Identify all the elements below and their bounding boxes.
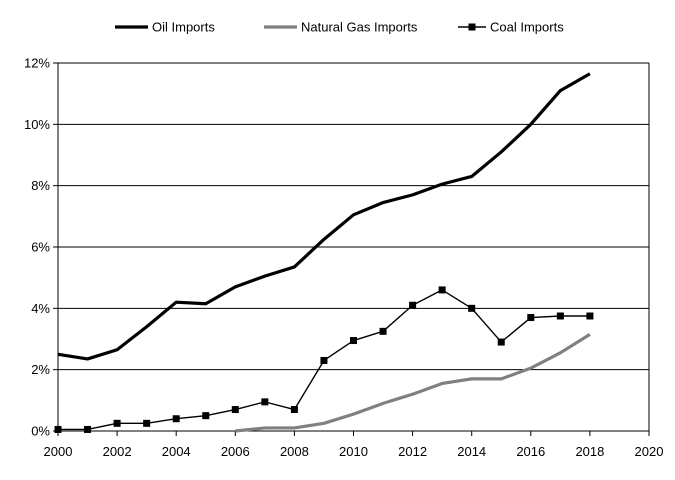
data-point-coal-imports-2011: [379, 327, 387, 335]
x-axis: 2000 2002 2004 2006 2008 2010 2012 2014 2016 2018…: [44, 431, 664, 459]
legend-item-coal-imports: Coal Imports: [458, 20, 564, 35]
data-point-coal-imports-2016: [527, 314, 535, 322]
gridlines: [58, 62, 649, 371]
legend-item-oil-imports: Oil Imports: [115, 20, 215, 35]
x-tick-label-2018: 2018: [575, 444, 604, 459]
data-point-coal-imports-2017: [556, 312, 564, 320]
legend-label-natural-gas-imports: Natural Gas Imports: [301, 20, 418, 35]
data-point-coal-imports-2006: [231, 406, 239, 414]
data-point-coal-imports-2004: [172, 415, 180, 423]
x-tick-label-2014: 2014: [457, 444, 486, 459]
data-point-coal-imports-2007: [261, 398, 269, 406]
data-point-coal-imports-2000: [54, 425, 62, 433]
y-tick-label-4: 4%: [31, 301, 50, 316]
y-axis: 0% 2% 4% 6% 8% 10% 12%: [24, 56, 58, 439]
legend: Oil Imports Natural Gas Imports Coal Impor…: [115, 20, 564, 35]
series-layer: [54, 72, 594, 433]
data-point-coal-imports-2005: [202, 412, 210, 420]
y-tick-label-2: 2%: [31, 362, 50, 377]
series-natural-gas-imports: [235, 333, 591, 433]
x-tick-label-2012: 2012: [398, 444, 427, 459]
y-tick-label-8: 8%: [31, 178, 50, 193]
x-tick-label-2006: 2006: [221, 444, 250, 459]
series-coal-imports: [54, 286, 594, 433]
x-tick-label-2004: 2004: [162, 444, 191, 459]
series-oil-imports: [57, 72, 591, 361]
data-point-coal-imports-2008: [290, 406, 298, 414]
x-tick-label-2008: 2008: [280, 444, 309, 459]
data-point-coal-imports-2018: [586, 312, 594, 320]
data-point-coal-imports-2015: [497, 338, 505, 346]
data-point-coal-imports-2012: [409, 301, 417, 309]
y-tick-label-6: 6%: [31, 240, 50, 255]
legend-marker-coal-imports: [468, 23, 476, 31]
x-tick-label-2000: 2000: [44, 444, 73, 459]
y-tick-label-10: 10%: [24, 117, 50, 132]
series-line-natural-gas-imports: [235, 333, 591, 433]
series-line-oil-imports: [57, 72, 591, 361]
legend-label-oil-imports: Oil Imports: [152, 20, 215, 35]
y-tick-label-12: 12%: [24, 56, 50, 71]
x-tick-label-2020: 2020: [635, 444, 664, 459]
data-point-coal-imports-2003: [143, 419, 151, 427]
data-point-coal-imports-2013: [438, 286, 446, 294]
legend-item-natural-gas-imports: Natural Gas Imports: [264, 20, 418, 35]
data-point-coal-imports-2002: [113, 419, 121, 427]
legend-label-coal-imports: Coal Imports: [490, 20, 564, 35]
x-tick-label-2010: 2010: [339, 444, 368, 459]
data-point-coal-imports-2010: [350, 337, 357, 345]
x-tick-label-2016: 2016: [516, 444, 545, 459]
data-point-coal-imports-2014: [468, 304, 476, 312]
data-point-coal-imports-2001: [84, 425, 92, 433]
data-point-coal-imports-2009: [320, 356, 328, 364]
x-tick-label-2002: 2002: [103, 444, 132, 459]
y-tick-label-0: 0%: [31, 424, 50, 439]
